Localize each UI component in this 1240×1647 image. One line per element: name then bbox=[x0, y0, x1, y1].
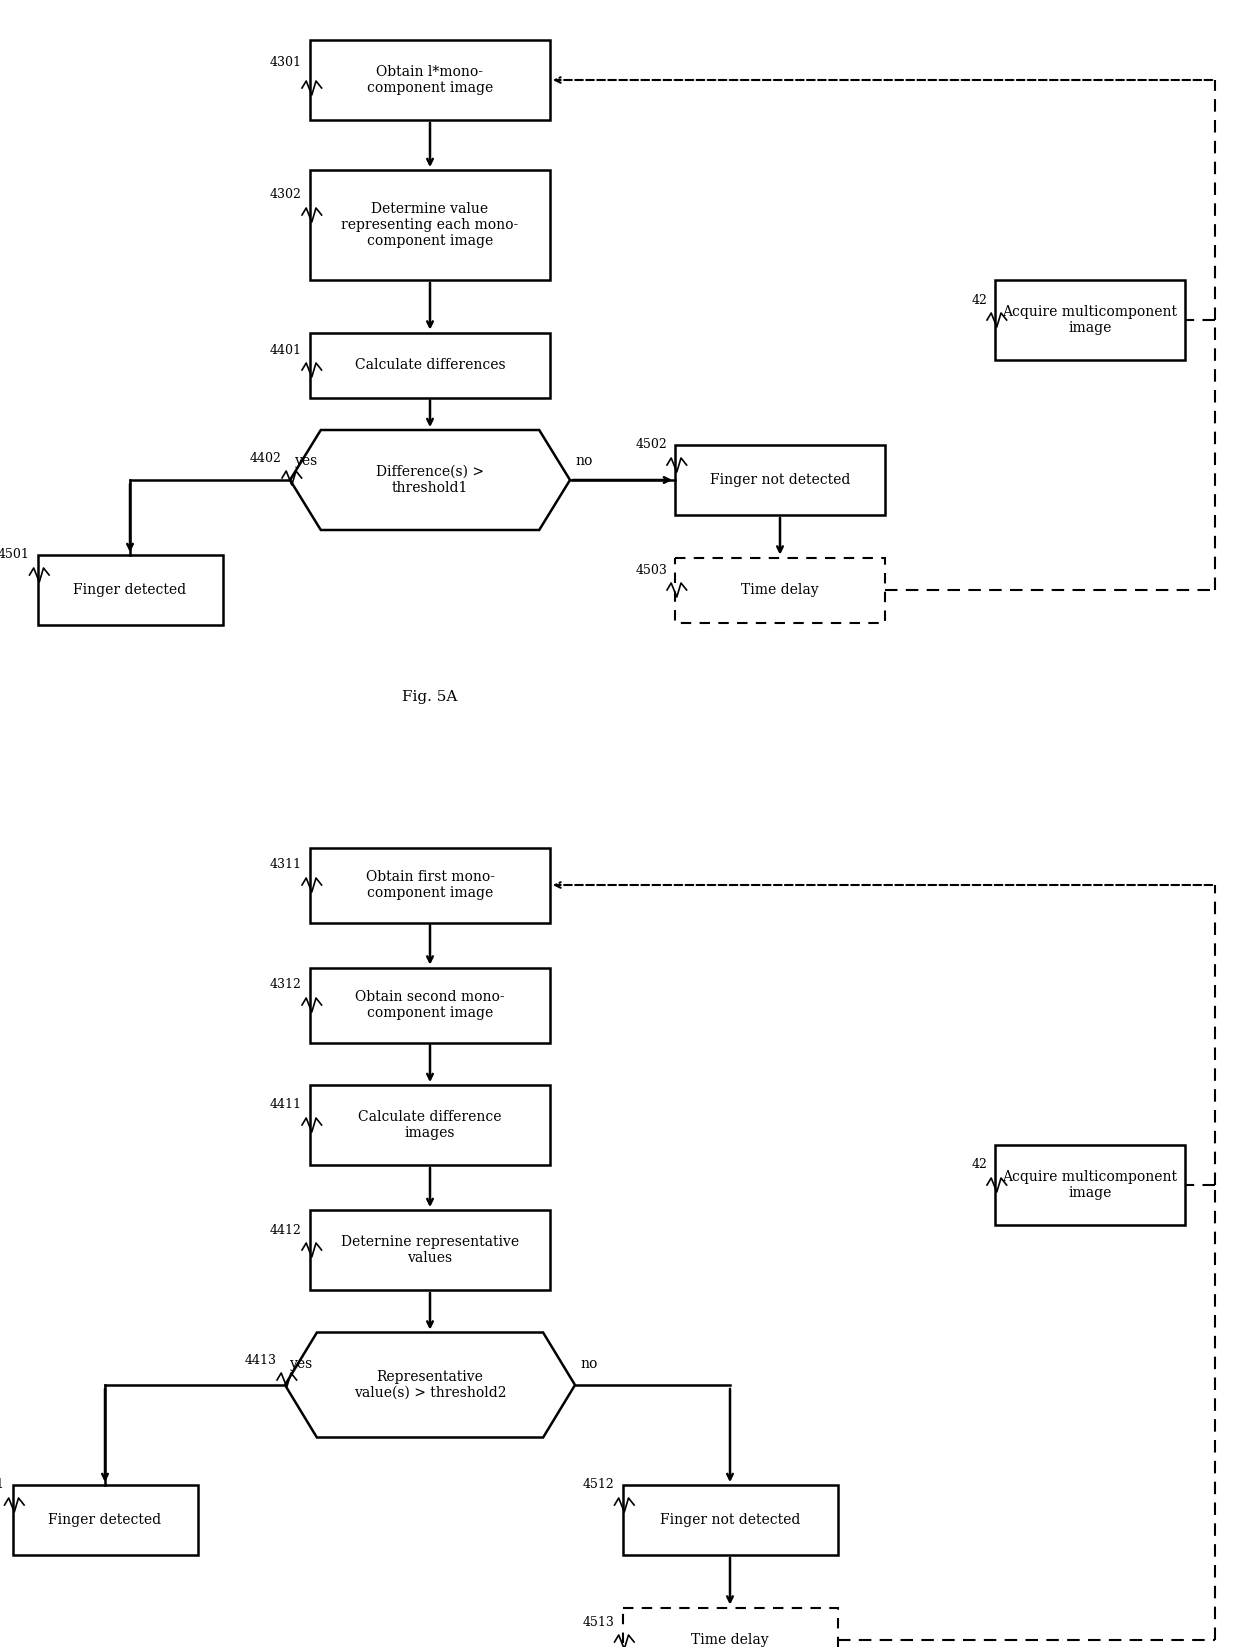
Bar bbox=[675, 445, 885, 516]
Text: 4311: 4311 bbox=[270, 858, 303, 871]
Text: Time delay: Time delay bbox=[742, 583, 818, 596]
Text: Time delay: Time delay bbox=[691, 1632, 769, 1647]
Text: 4503: 4503 bbox=[635, 563, 667, 576]
Text: 4511: 4511 bbox=[0, 1479, 5, 1492]
Bar bbox=[310, 1211, 551, 1290]
Text: 4402: 4402 bbox=[250, 451, 281, 464]
Bar bbox=[622, 1607, 837, 1647]
Text: 4301: 4301 bbox=[270, 56, 303, 69]
Bar bbox=[310, 40, 551, 120]
Text: 4512: 4512 bbox=[583, 1479, 615, 1492]
Bar bbox=[310, 967, 551, 1043]
Polygon shape bbox=[285, 1332, 575, 1438]
Bar bbox=[310, 1085, 551, 1164]
Text: yes: yes bbox=[290, 1357, 314, 1370]
Text: yes: yes bbox=[295, 455, 319, 468]
Text: 4401: 4401 bbox=[270, 344, 303, 356]
Text: 42: 42 bbox=[971, 1158, 987, 1171]
Text: Deternine representative
values: Deternine representative values bbox=[341, 1235, 520, 1265]
Text: Finger not detected: Finger not detected bbox=[660, 1514, 800, 1527]
Text: 4502: 4502 bbox=[635, 438, 667, 451]
Bar bbox=[310, 848, 551, 922]
Text: Representative
value(s) > threshold2: Representative value(s) > threshold2 bbox=[353, 1370, 506, 1400]
Text: Calculate difference
images: Calculate difference images bbox=[358, 1110, 502, 1140]
Text: Acquire multicomponent
image: Acquire multicomponent image bbox=[1002, 305, 1178, 334]
Text: Obtain first mono-
component image: Obtain first mono- component image bbox=[366, 870, 495, 901]
Text: 4513: 4513 bbox=[583, 1616, 615, 1629]
Bar bbox=[12, 1486, 197, 1555]
Bar bbox=[37, 555, 222, 624]
Bar bbox=[994, 1145, 1185, 1225]
Text: no: no bbox=[580, 1357, 598, 1370]
Text: Calculate differences: Calculate differences bbox=[355, 357, 506, 372]
Text: 42: 42 bbox=[971, 293, 987, 306]
Text: Obtain second mono-
component image: Obtain second mono- component image bbox=[355, 990, 505, 1019]
Text: 4312: 4312 bbox=[270, 978, 303, 991]
Text: 4302: 4302 bbox=[270, 188, 303, 201]
Bar bbox=[994, 280, 1185, 361]
Text: Fig. 5A: Fig. 5A bbox=[402, 690, 458, 703]
Bar bbox=[675, 557, 885, 623]
Polygon shape bbox=[290, 430, 570, 530]
Text: Finger not detected: Finger not detected bbox=[709, 473, 851, 488]
Text: Determine value
representing each mono-
component image: Determine value representing each mono- … bbox=[341, 203, 518, 249]
Bar bbox=[310, 170, 551, 280]
Text: 4413: 4413 bbox=[246, 1354, 277, 1367]
Text: 4411: 4411 bbox=[270, 1099, 303, 1112]
Text: Finger detected: Finger detected bbox=[48, 1514, 161, 1527]
Text: 4501: 4501 bbox=[0, 548, 30, 562]
Text: 4412: 4412 bbox=[270, 1224, 303, 1237]
Bar bbox=[622, 1486, 837, 1555]
Text: Acquire multicomponent
image: Acquire multicomponent image bbox=[1002, 1169, 1178, 1201]
Text: Finger detected: Finger detected bbox=[73, 583, 186, 596]
Bar bbox=[310, 333, 551, 397]
Text: Difference(s) >
threshold1: Difference(s) > threshold1 bbox=[376, 464, 484, 496]
Text: Obtain l*mono-
component image: Obtain l*mono- component image bbox=[367, 64, 494, 96]
Text: no: no bbox=[575, 455, 593, 468]
